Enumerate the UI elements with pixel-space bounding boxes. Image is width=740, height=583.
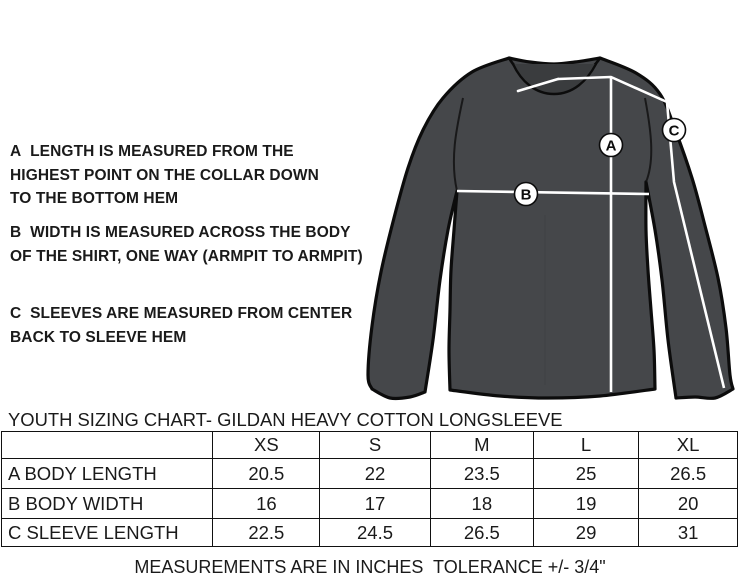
- svg-text:B: B: [521, 187, 532, 204]
- svg-text:C: C: [669, 123, 680, 140]
- svg-text:A: A: [606, 138, 617, 155]
